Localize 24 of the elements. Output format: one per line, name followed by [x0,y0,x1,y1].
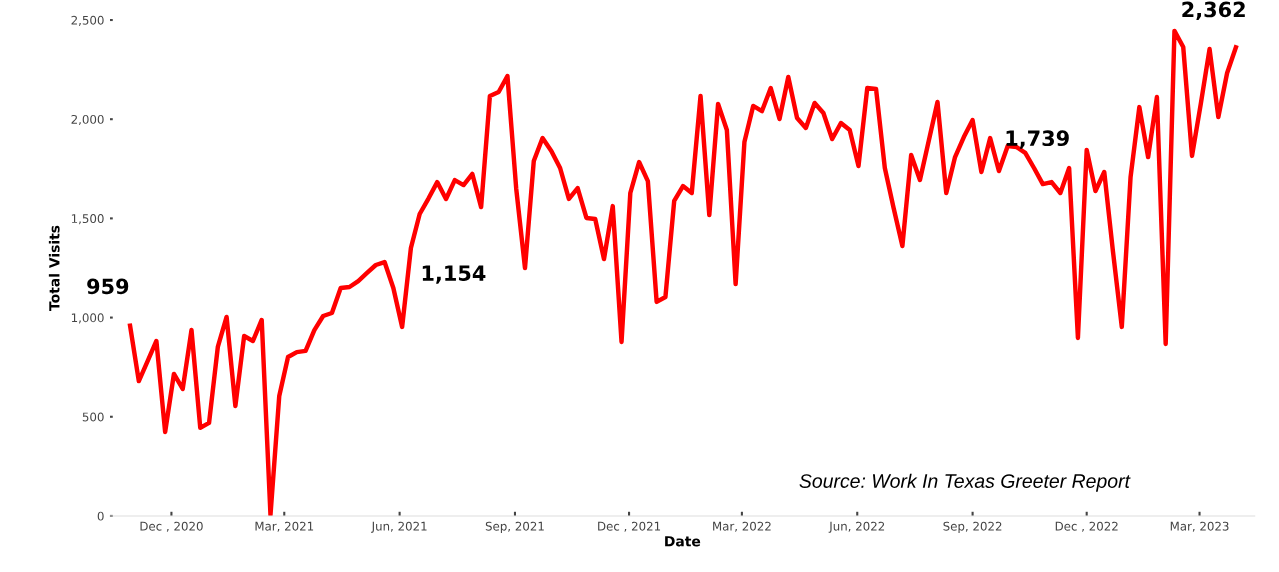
x-tick-label: Dec , 2020 [140,521,203,532]
x-tick-label: Jun, 2021 [371,521,427,533]
x-tick-label: Dec , 2021 [598,521,661,532]
annotation: Source: Work In Texas Greeter Report [799,473,1131,492]
y-tick-label: 0 [97,511,104,521]
y-tick-label: 1,500 [71,214,104,225]
y-tick-label: 1,000 [71,313,104,324]
y-axis-title: Total Visits [48,225,60,311]
x-tick-label: Dec , 2022 [1055,521,1118,532]
x-tick-label: Mar, 2023 [1170,521,1229,532]
x-tick-label: Sep, 2022 [943,521,1002,533]
line-series [127,28,1239,516]
x-tick-label: Jun, 2022 [828,521,885,533]
annotation: 1,739 [1006,130,1069,149]
annotation: 1,154 [422,265,486,284]
x-tick-label: Mar, 2022 [713,521,771,532]
annotation: 959 [87,278,129,295]
y-tick-label: 500 [82,412,104,422]
annotation: 2,362 [1182,1,1245,20]
x-axis-title: Date [665,536,701,547]
x-tick-label: Mar, 2021 [255,521,314,532]
x-tick-label: Sep, 2021 [485,521,544,533]
y-tick-label: 2,500 [71,15,104,26]
y-tick-label: 2,000 [71,114,104,126]
